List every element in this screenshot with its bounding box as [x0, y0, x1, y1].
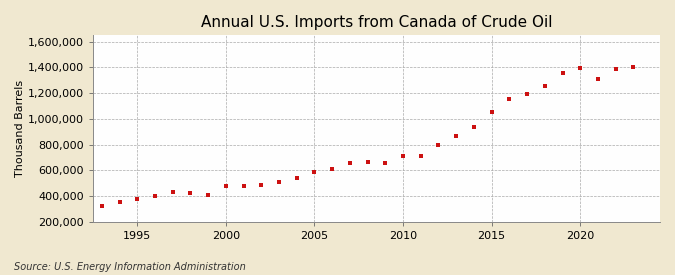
Point	[327, 167, 338, 171]
Title: Annual U.S. Imports from Canada of Crude Oil: Annual U.S. Imports from Canada of Crude…	[200, 15, 552, 30]
Point	[132, 196, 142, 201]
Text: Source: U.S. Energy Information Administration: Source: U.S. Energy Information Administ…	[14, 262, 245, 272]
Point	[256, 183, 267, 187]
Point	[575, 66, 586, 70]
Point	[380, 160, 391, 165]
Y-axis label: Thousand Barrels: Thousand Barrels	[15, 80, 25, 177]
Point	[97, 204, 107, 208]
Point	[486, 110, 497, 115]
Point	[522, 92, 533, 97]
Point	[504, 97, 515, 101]
Point	[557, 70, 568, 75]
Point	[150, 194, 161, 198]
Point	[185, 191, 196, 196]
Point	[593, 77, 603, 81]
Point	[468, 124, 479, 129]
Point	[539, 84, 550, 88]
Point	[398, 154, 408, 158]
Point	[415, 153, 426, 158]
Point	[273, 180, 284, 184]
Point	[221, 184, 232, 189]
Point	[610, 67, 621, 71]
Point	[238, 183, 249, 188]
Point	[202, 192, 213, 197]
Point	[362, 160, 373, 164]
Point	[114, 200, 125, 204]
Point	[451, 133, 462, 138]
Point	[309, 169, 320, 174]
Point	[433, 142, 444, 147]
Point	[628, 65, 639, 70]
Point	[167, 190, 178, 194]
Point	[292, 176, 302, 180]
Point	[344, 161, 355, 166]
